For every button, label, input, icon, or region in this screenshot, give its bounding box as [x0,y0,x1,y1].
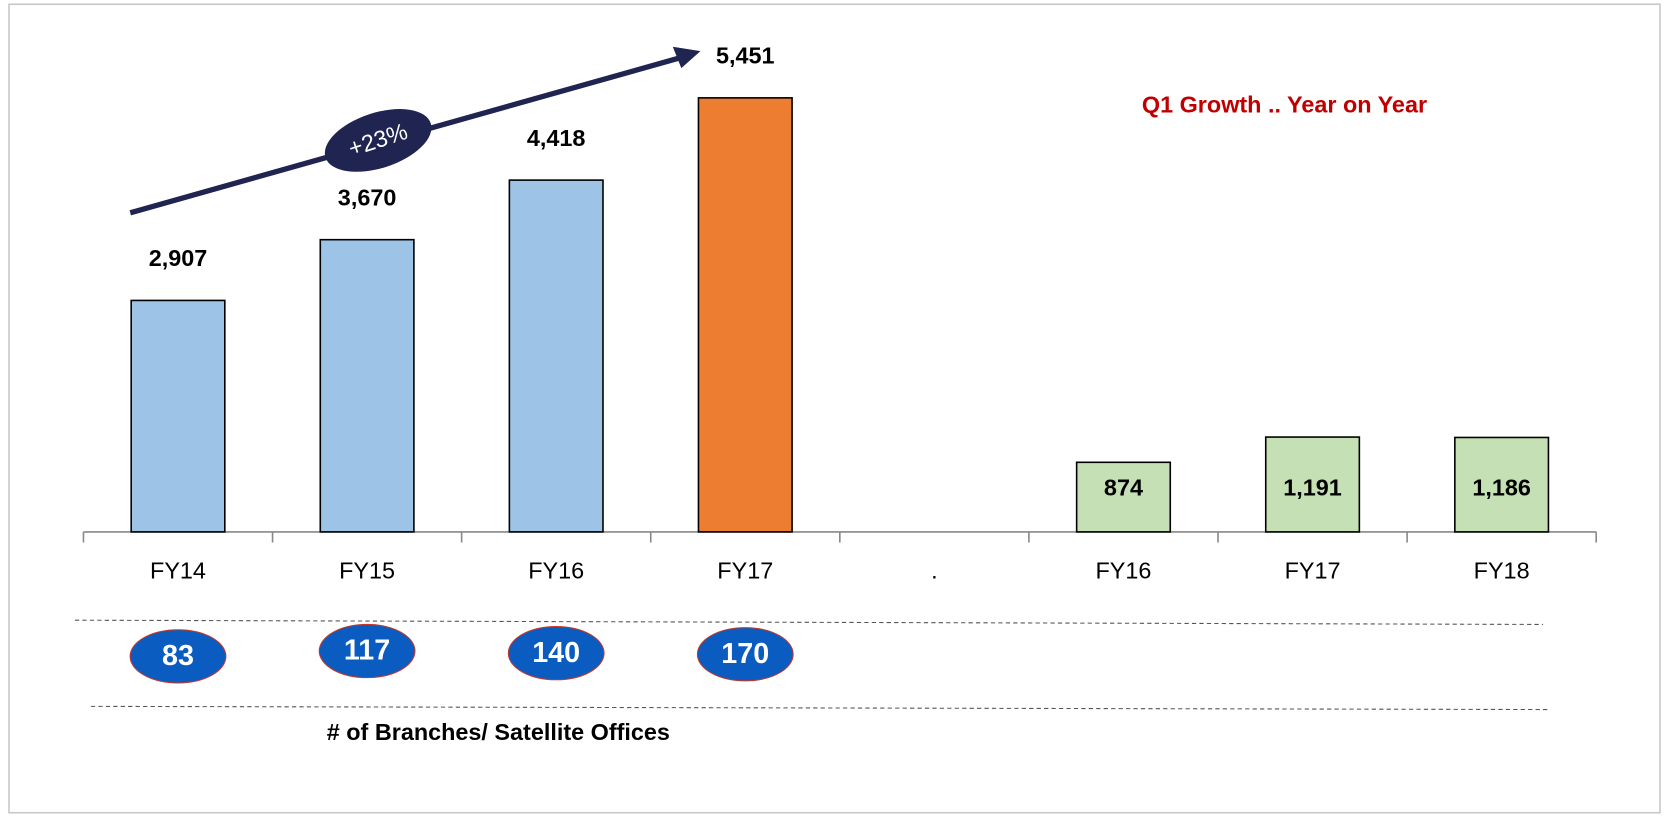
data-label: 3,670 [338,184,397,210]
x-tick-label: FY15 [339,558,395,584]
branch-badge [318,623,416,679]
x-tick-label: FY16 [528,558,584,584]
x-tick-label: FY17 [1285,558,1341,584]
branch-count: 117 [344,635,390,667]
x-tick-label: FY14 [150,558,206,584]
data-label: 1,191 [1283,475,1342,501]
bar [1454,436,1550,533]
frame [8,3,1661,814]
branch-badge [696,627,794,682]
branch-count: 83 [162,640,194,672]
divider [90,705,1549,711]
data-label: 2,907 [149,245,208,271]
divider [74,619,1543,625]
branch-badge [129,629,227,684]
chart-title: Q1 Growth .. Year on Year [1142,92,1427,118]
growth-badge: +23% [324,109,432,172]
bar [1075,461,1172,533]
data-label: 4,418 [527,125,586,151]
data-label: 1,186 [1472,475,1531,501]
data-label: 5,451 [716,43,775,69]
bar [1264,436,1361,533]
arrow-head [672,46,701,69]
badge-ellipse [324,109,432,172]
bar [130,299,226,533]
branches-label: # of Branches/ Satellite Offices [327,719,670,745]
bar [697,97,793,533]
bar [319,238,415,533]
bar [508,179,604,533]
data-label: 874 [1104,475,1143,501]
x-tick-label: FY17 [717,558,773,584]
x-tick-label: FY16 [1095,558,1151,584]
branch-count: 140 [532,637,580,669]
branch-badge [507,626,605,681]
x-tick-label: FY18 [1474,558,1530,584]
x-tick-label: . [931,558,938,584]
branch-count: 170 [721,638,769,670]
